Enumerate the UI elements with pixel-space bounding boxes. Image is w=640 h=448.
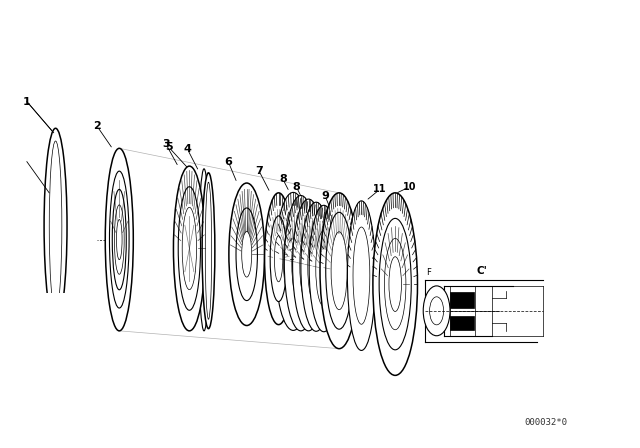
Ellipse shape — [284, 220, 303, 303]
Ellipse shape — [202, 173, 215, 329]
Text: 3: 3 — [162, 139, 170, 149]
Ellipse shape — [353, 227, 370, 324]
Ellipse shape — [49, 141, 62, 311]
Bar — [450, 316, 474, 330]
Ellipse shape — [309, 205, 339, 332]
Text: 1: 1 — [23, 97, 31, 107]
Text: 9: 9 — [321, 191, 329, 201]
Bar — [41, 293, 70, 329]
Ellipse shape — [264, 193, 292, 325]
Ellipse shape — [112, 190, 126, 290]
Text: C': C' — [476, 266, 487, 276]
Ellipse shape — [116, 220, 122, 260]
Ellipse shape — [389, 257, 401, 311]
Ellipse shape — [242, 232, 252, 277]
Text: F: F — [426, 268, 431, 277]
Text: 7: 7 — [255, 166, 262, 176]
Ellipse shape — [308, 228, 324, 306]
Ellipse shape — [229, 183, 264, 326]
Text: 4: 4 — [184, 144, 191, 154]
Ellipse shape — [270, 216, 287, 302]
Text: 5: 5 — [165, 142, 173, 152]
Ellipse shape — [348, 201, 376, 350]
Ellipse shape — [173, 166, 205, 331]
Ellipse shape — [326, 212, 353, 329]
Ellipse shape — [44, 128, 67, 324]
Ellipse shape — [109, 171, 129, 308]
Ellipse shape — [275, 236, 283, 282]
Ellipse shape — [115, 205, 124, 274]
Ellipse shape — [275, 192, 311, 331]
Text: 11: 11 — [373, 184, 387, 194]
Ellipse shape — [331, 232, 347, 310]
Ellipse shape — [385, 238, 406, 330]
Ellipse shape — [316, 231, 332, 306]
Ellipse shape — [292, 223, 310, 304]
Ellipse shape — [379, 218, 412, 350]
Text: 6: 6 — [224, 157, 232, 167]
Text: 9: 9 — [335, 198, 343, 208]
Ellipse shape — [178, 187, 200, 310]
Ellipse shape — [284, 195, 317, 331]
Ellipse shape — [300, 225, 317, 305]
Ellipse shape — [423, 286, 450, 336]
Ellipse shape — [429, 297, 444, 325]
Ellipse shape — [301, 202, 332, 332]
Ellipse shape — [182, 207, 196, 290]
Text: 000032*0: 000032*0 — [525, 418, 568, 426]
Text: 8: 8 — [279, 174, 287, 185]
Ellipse shape — [320, 193, 358, 349]
Text: 2: 2 — [93, 121, 101, 131]
Ellipse shape — [105, 148, 133, 331]
Ellipse shape — [236, 208, 257, 301]
Ellipse shape — [199, 169, 209, 331]
Text: 8: 8 — [292, 182, 300, 192]
Ellipse shape — [292, 199, 324, 331]
Text: 10: 10 — [403, 182, 416, 192]
Ellipse shape — [373, 193, 417, 375]
Bar — [450, 292, 474, 308]
